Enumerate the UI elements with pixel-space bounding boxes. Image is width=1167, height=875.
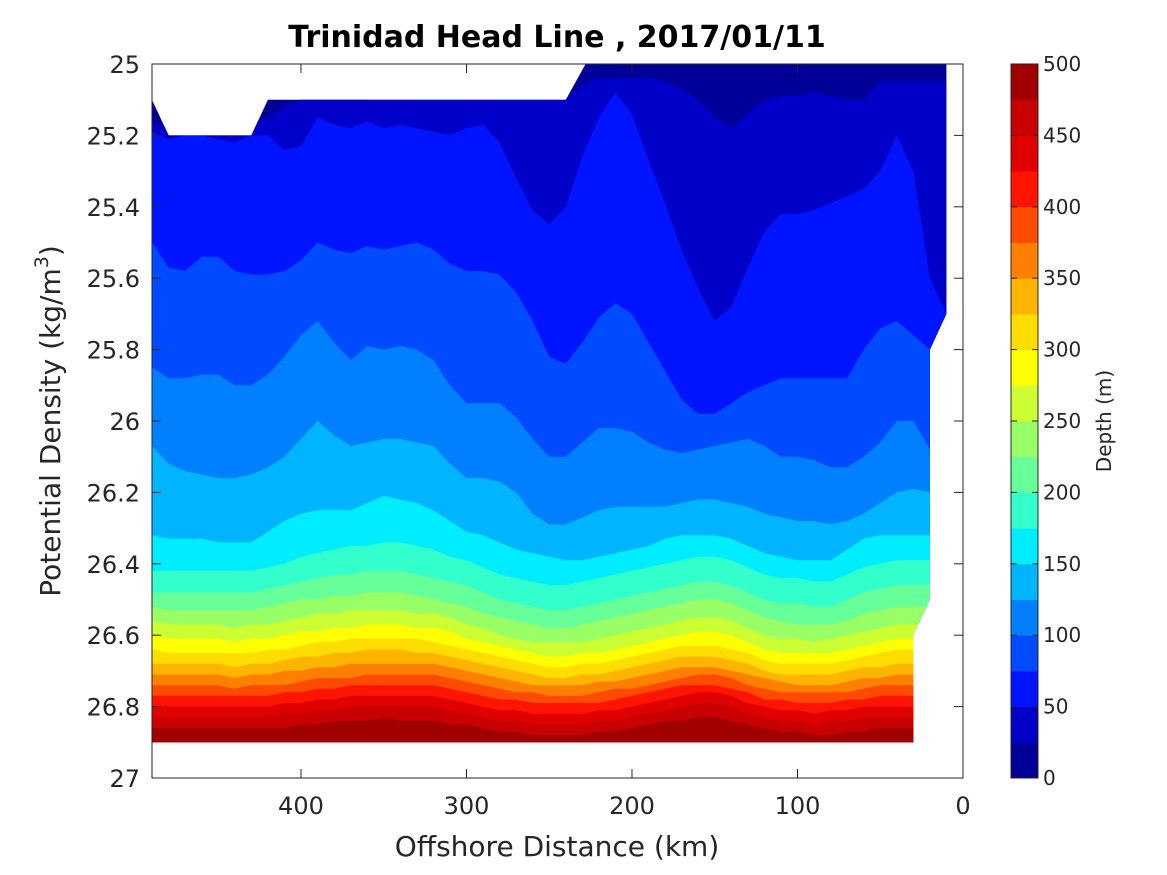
- x-axis-label: Offshore Distance (km): [395, 830, 720, 863]
- colorbar-swatch: [1011, 385, 1038, 422]
- x-tick-label: 200: [609, 792, 655, 820]
- y-tick-label: 25.8: [87, 337, 140, 365]
- y-tick-label: 25.2: [87, 122, 140, 150]
- colorbar-tick-label: 0: [1043, 766, 1056, 790]
- colorbar-swatch: [1011, 599, 1038, 636]
- y-axis-ticks: 25 25.2 25.4 25.6 25.8 26 26.2 26.4 26.6 26.8 27: [87, 51, 963, 793]
- colorbar-swatch: [1011, 670, 1038, 708]
- colorbar-tick-label: 200: [1043, 480, 1081, 504]
- colorbar-tick-label: 250: [1043, 409, 1081, 433]
- colorbar-swatch: [1011, 135, 1038, 172]
- colorbar-swatch: [1011, 492, 1038, 529]
- x-tick-label: 300: [444, 792, 490, 820]
- y-tick-label: 26.6: [87, 622, 140, 650]
- y-tick-label: 25.6: [87, 265, 140, 293]
- colorbar-swatch: [1011, 742, 1038, 779]
- x-tick-label: 100: [775, 792, 821, 820]
- colorbar: [1011, 64, 1038, 779]
- colorbar-swatch: [1011, 99, 1038, 136]
- y-tick-label: 26.8: [87, 694, 140, 722]
- y-axis-label-main: Potential Density (kg/m: [34, 268, 67, 597]
- y-tick-label: 26.2: [87, 479, 140, 507]
- colorbar-swatch: [1011, 706, 1038, 743]
- y-tick-label: 26: [109, 408, 140, 436]
- colorbar-tick-label: 350: [1043, 266, 1081, 290]
- colorbar-swatch: [1011, 349, 1038, 386]
- colorbar-ticks: 0 50 100 150 200 250 300 350 400 450 500: [1011, 52, 1081, 790]
- y-tick-label: 27: [109, 765, 140, 793]
- colorbar-swatch: [1011, 313, 1038, 351]
- colorbar-tick-label: 450: [1043, 123, 1081, 147]
- colorbar-swatch: [1011, 278, 1038, 315]
- colorbar-tick-label: 400: [1043, 195, 1081, 219]
- colorbar-swatch: [1011, 421, 1038, 458]
- colorbar-swatch: [1011, 171, 1038, 208]
- x-axis-ticks: 400 300 200 100 0: [278, 64, 971, 820]
- colorbar-swatch: [1011, 206, 1038, 243]
- x-tick-label: 0: [955, 792, 970, 820]
- contour-band: [152, 717, 947, 743]
- colorbar-tick-label: 100: [1043, 623, 1081, 647]
- contour-bands: [152, 64, 947, 743]
- colorbar-swatch: [1011, 563, 1038, 600]
- y-tick-label: 26.4: [87, 551, 140, 579]
- colorbar-swatch: [1011, 242, 1038, 279]
- colorbar-swatch: [1011, 64, 1038, 101]
- colorbar-tick-label: 500: [1043, 52, 1081, 76]
- colorbar-swatch: [1011, 635, 1038, 672]
- colorbar-swatch: [1011, 456, 1038, 493]
- x-tick-label: 400: [278, 792, 324, 820]
- colorbar-tick-label: 50: [1043, 695, 1068, 719]
- y-axis-label: Potential Density (kg/m3): [31, 245, 67, 597]
- chart-title: Trinidad Head Line , 2017/01/11: [288, 20, 825, 55]
- colorbar-label: Depth (m): [1092, 370, 1116, 472]
- y-tick-label: 25.4: [87, 194, 140, 222]
- y-axis-label-superscript: 3: [31, 256, 53, 268]
- colorbar-swatch: [1011, 528, 1038, 565]
- y-axis-label-close: ): [34, 245, 67, 256]
- colorbar-tick-label: 300: [1043, 338, 1081, 362]
- y-tick-label: 25: [109, 51, 140, 79]
- colorbar-tick-label: 150: [1043, 552, 1081, 576]
